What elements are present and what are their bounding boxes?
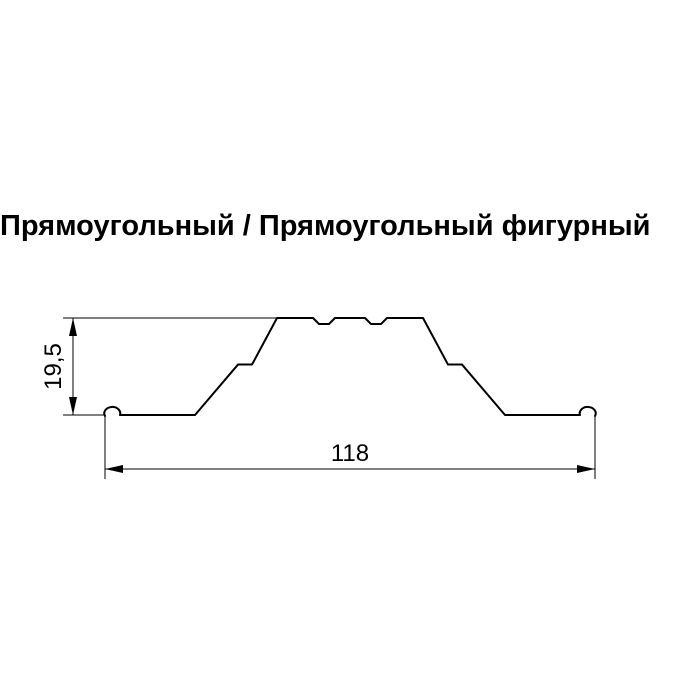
dim-height-label: 19,5 [40, 343, 67, 390]
profile-outline [104, 318, 595, 416]
diagram-canvas: 118 19,5 [0, 0, 700, 700]
dim-height-arrow-bottom [69, 397, 77, 415]
dim-width-label: 118 [331, 440, 369, 467]
dim-width-arrow-right [577, 465, 595, 473]
dim-width-arrow-left [105, 465, 123, 473]
dim-height-arrow-top [69, 318, 77, 336]
profile-svg: 118 19,5 [0, 0, 700, 700]
